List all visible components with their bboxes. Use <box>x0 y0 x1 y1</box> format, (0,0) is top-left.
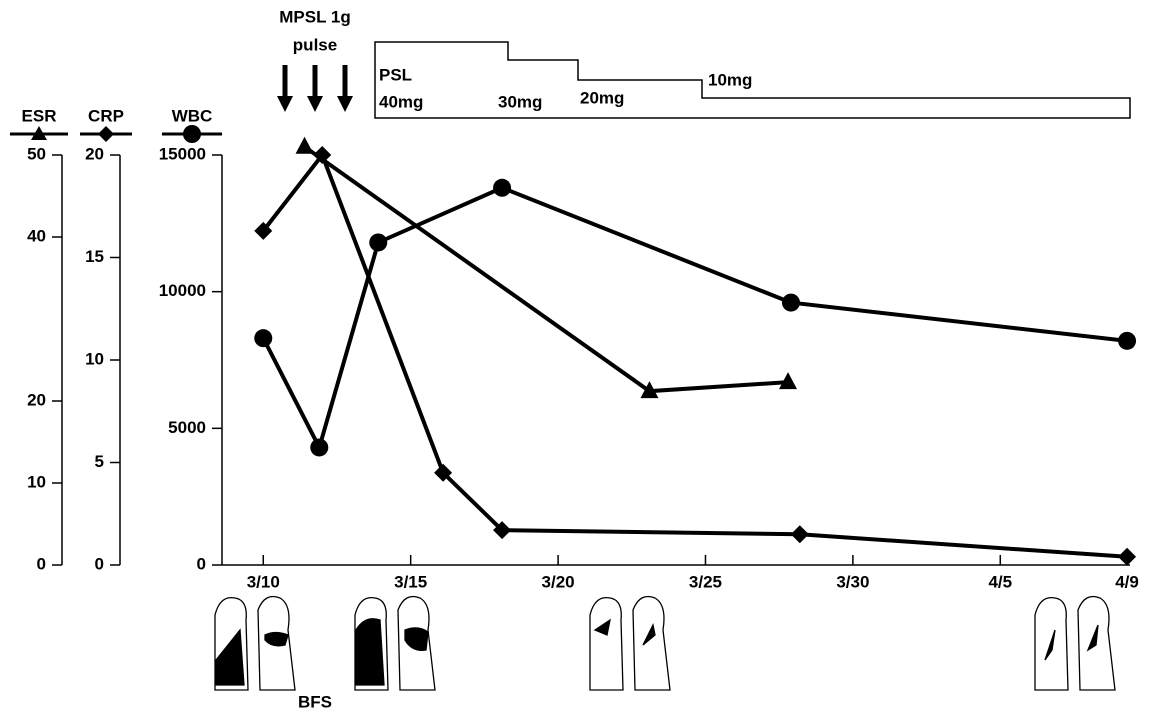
marker <box>493 179 511 197</box>
legend-label: WBC <box>172 106 213 125</box>
y-tick-label: 15000 <box>159 144 206 163</box>
x-tick-label: 4/9 <box>1115 572 1139 591</box>
x-tick-label: 3/25 <box>689 572 722 591</box>
y-tick-label: 0 <box>197 554 206 573</box>
series-line <box>263 155 1127 557</box>
marker <box>1118 332 1136 350</box>
dose-label: 30mg <box>498 92 542 111</box>
y-tick-label: 5 <box>95 452 104 471</box>
marker <box>254 329 272 347</box>
y-tick-label: 15 <box>85 247 104 266</box>
y-tick-label: 10 <box>85 349 104 368</box>
marker <box>296 137 314 154</box>
legend-marker <box>183 125 201 143</box>
series-line <box>305 147 788 391</box>
marker <box>369 233 387 251</box>
psl-steps <box>375 42 1130 118</box>
dose-label: 10mg <box>708 70 752 89</box>
annotations: MPSL 1g pulse PSL 40mg 30mg 20mg 10mg BF… <box>215 7 1130 711</box>
x-tick-label: 3/20 <box>542 572 575 591</box>
dose-label: 20mg <box>580 88 624 107</box>
marker <box>791 525 809 543</box>
pulse-title: MPSL 1g <box>279 7 350 26</box>
legend-label: ESR <box>22 106 57 125</box>
marker <box>1118 548 1136 566</box>
y-tick-label: 0 <box>95 554 104 573</box>
dose-label: 40mg <box>379 92 423 111</box>
marker <box>310 438 328 456</box>
psl-label: PSL <box>379 65 412 84</box>
y-tick-label: 40 <box>27 226 46 245</box>
legend-marker <box>98 126 114 142</box>
y-tick-label: 10000 <box>159 281 206 300</box>
pulse-sub: pulse <box>293 35 337 54</box>
y-tick-label: 5000 <box>168 418 206 437</box>
chart: MPSL 1g pulse PSL 40mg 30mg 20mg 10mg BF… <box>0 0 1151 715</box>
bfs-label: BFS <box>298 692 332 711</box>
x-tick-label: 4/5 <box>988 572 1012 591</box>
series-line <box>263 188 1127 448</box>
x-tick-label: 3/30 <box>836 572 869 591</box>
pulse-arrows <box>277 65 353 112</box>
x-tick-label: 3/15 <box>394 572 427 591</box>
y-tick-label: 20 <box>27 390 46 409</box>
marker <box>782 294 800 312</box>
y-tick-label: 10 <box>27 472 46 491</box>
x-tick-label: 3/10 <box>247 572 280 591</box>
legend-label: CRP <box>88 106 124 125</box>
lung-drawings <box>215 597 1115 691</box>
y-tick-label: 20 <box>85 144 104 163</box>
y-tick-label: 0 <box>37 554 46 573</box>
y-tick-label: 50 <box>27 144 46 163</box>
